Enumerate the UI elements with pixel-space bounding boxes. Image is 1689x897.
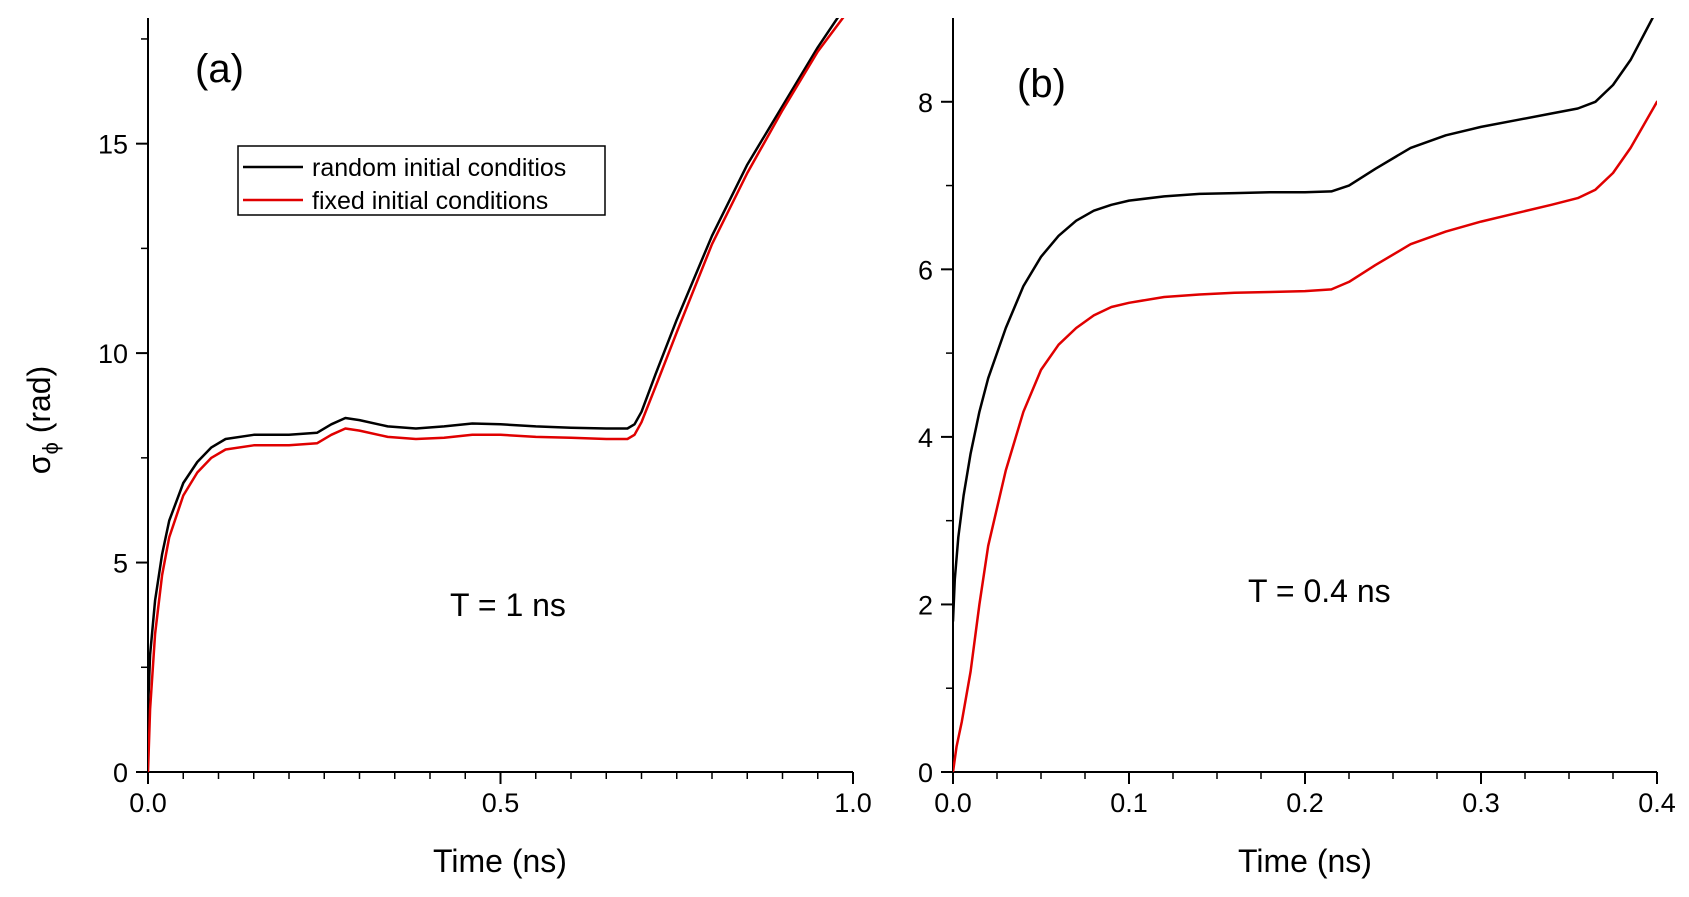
- b-x-tick-label: 0.0: [934, 788, 972, 818]
- legend-label-fixed: fixed initial conditions: [312, 187, 548, 215]
- panel-b: 0.0 0.1 0.2 0.3 0.4 0 2 4 6 8 (b) T = 0.4 ns Time…: [918, 18, 1676, 879]
- a-x-tick-label: 1.0: [834, 788, 872, 818]
- a-ylabel-unit: (rad): [21, 366, 57, 442]
- a-x-tick-label: 0.0: [129, 788, 167, 818]
- a-series-line-fixed: [148, 18, 845, 772]
- b-x-tick-label: 0.3: [1462, 788, 1500, 818]
- a-y-tick-label: 15: [98, 130, 128, 160]
- b-x-tick-label: 0.4: [1638, 788, 1676, 818]
- b-annotation: T = 0.4 ns: [1248, 573, 1391, 609]
- b-x-axis-title: Time (ns): [1238, 843, 1372, 879]
- a-panel-label: (a): [195, 47, 244, 91]
- a-x-tick-label: 0.5: [482, 788, 520, 818]
- legend-label-random: random initial conditios: [312, 154, 566, 182]
- a-y-tick-label: 5: [113, 549, 128, 579]
- a-annotation: T = 1 ns: [450, 587, 566, 623]
- a-y-axis-title: σϕ (rad): [21, 366, 63, 475]
- a-x-axis-title: Time (ns): [433, 843, 567, 879]
- legend: random initial conditios fixed initial c…: [237, 145, 606, 216]
- panel-a: 0.0 0.5 1.0 0 5 10 15 (a) T = 1 ns Time (ns) σ…: [21, 18, 872, 879]
- b-y-tick-label: 6: [918, 255, 933, 285]
- legend-box: [237, 145, 606, 216]
- b-x-tick-label: 0.1: [1110, 788, 1148, 818]
- a-axes-frame: [147, 18, 853, 773]
- b-y-tick-label: 0: [918, 758, 933, 788]
- b-y-tick-label: 2: [918, 590, 933, 620]
- b-panel-label: (b): [1017, 62, 1066, 106]
- a-ticks-group: 0.0 0.5 1.0 0 5 10 15: [98, 38, 872, 818]
- b-axes-frame: [952, 18, 1657, 773]
- b-x-tick-label: 0.2: [1286, 788, 1324, 818]
- b-y-tick-label: 8: [918, 88, 933, 118]
- a-y-tick-label: 10: [98, 339, 128, 369]
- b-ticks-group: 0.0 0.1 0.2 0.3 0.4 0 2 4 6 8: [918, 88, 1676, 818]
- a-ylabel-subscript: ϕ: [38, 442, 63, 454]
- a-y-tick-label: 0: [113, 758, 128, 788]
- b-series-group: [953, 18, 1657, 772]
- a-ylabel-sigma: σ: [21, 454, 57, 474]
- b-series-line-fixed: [953, 100, 1657, 772]
- a-series-group: [148, 18, 845, 772]
- b-series-line-random: [953, 18, 1655, 623]
- a-series-line-random: [148, 18, 840, 711]
- b-y-tick-label: 4: [918, 423, 933, 453]
